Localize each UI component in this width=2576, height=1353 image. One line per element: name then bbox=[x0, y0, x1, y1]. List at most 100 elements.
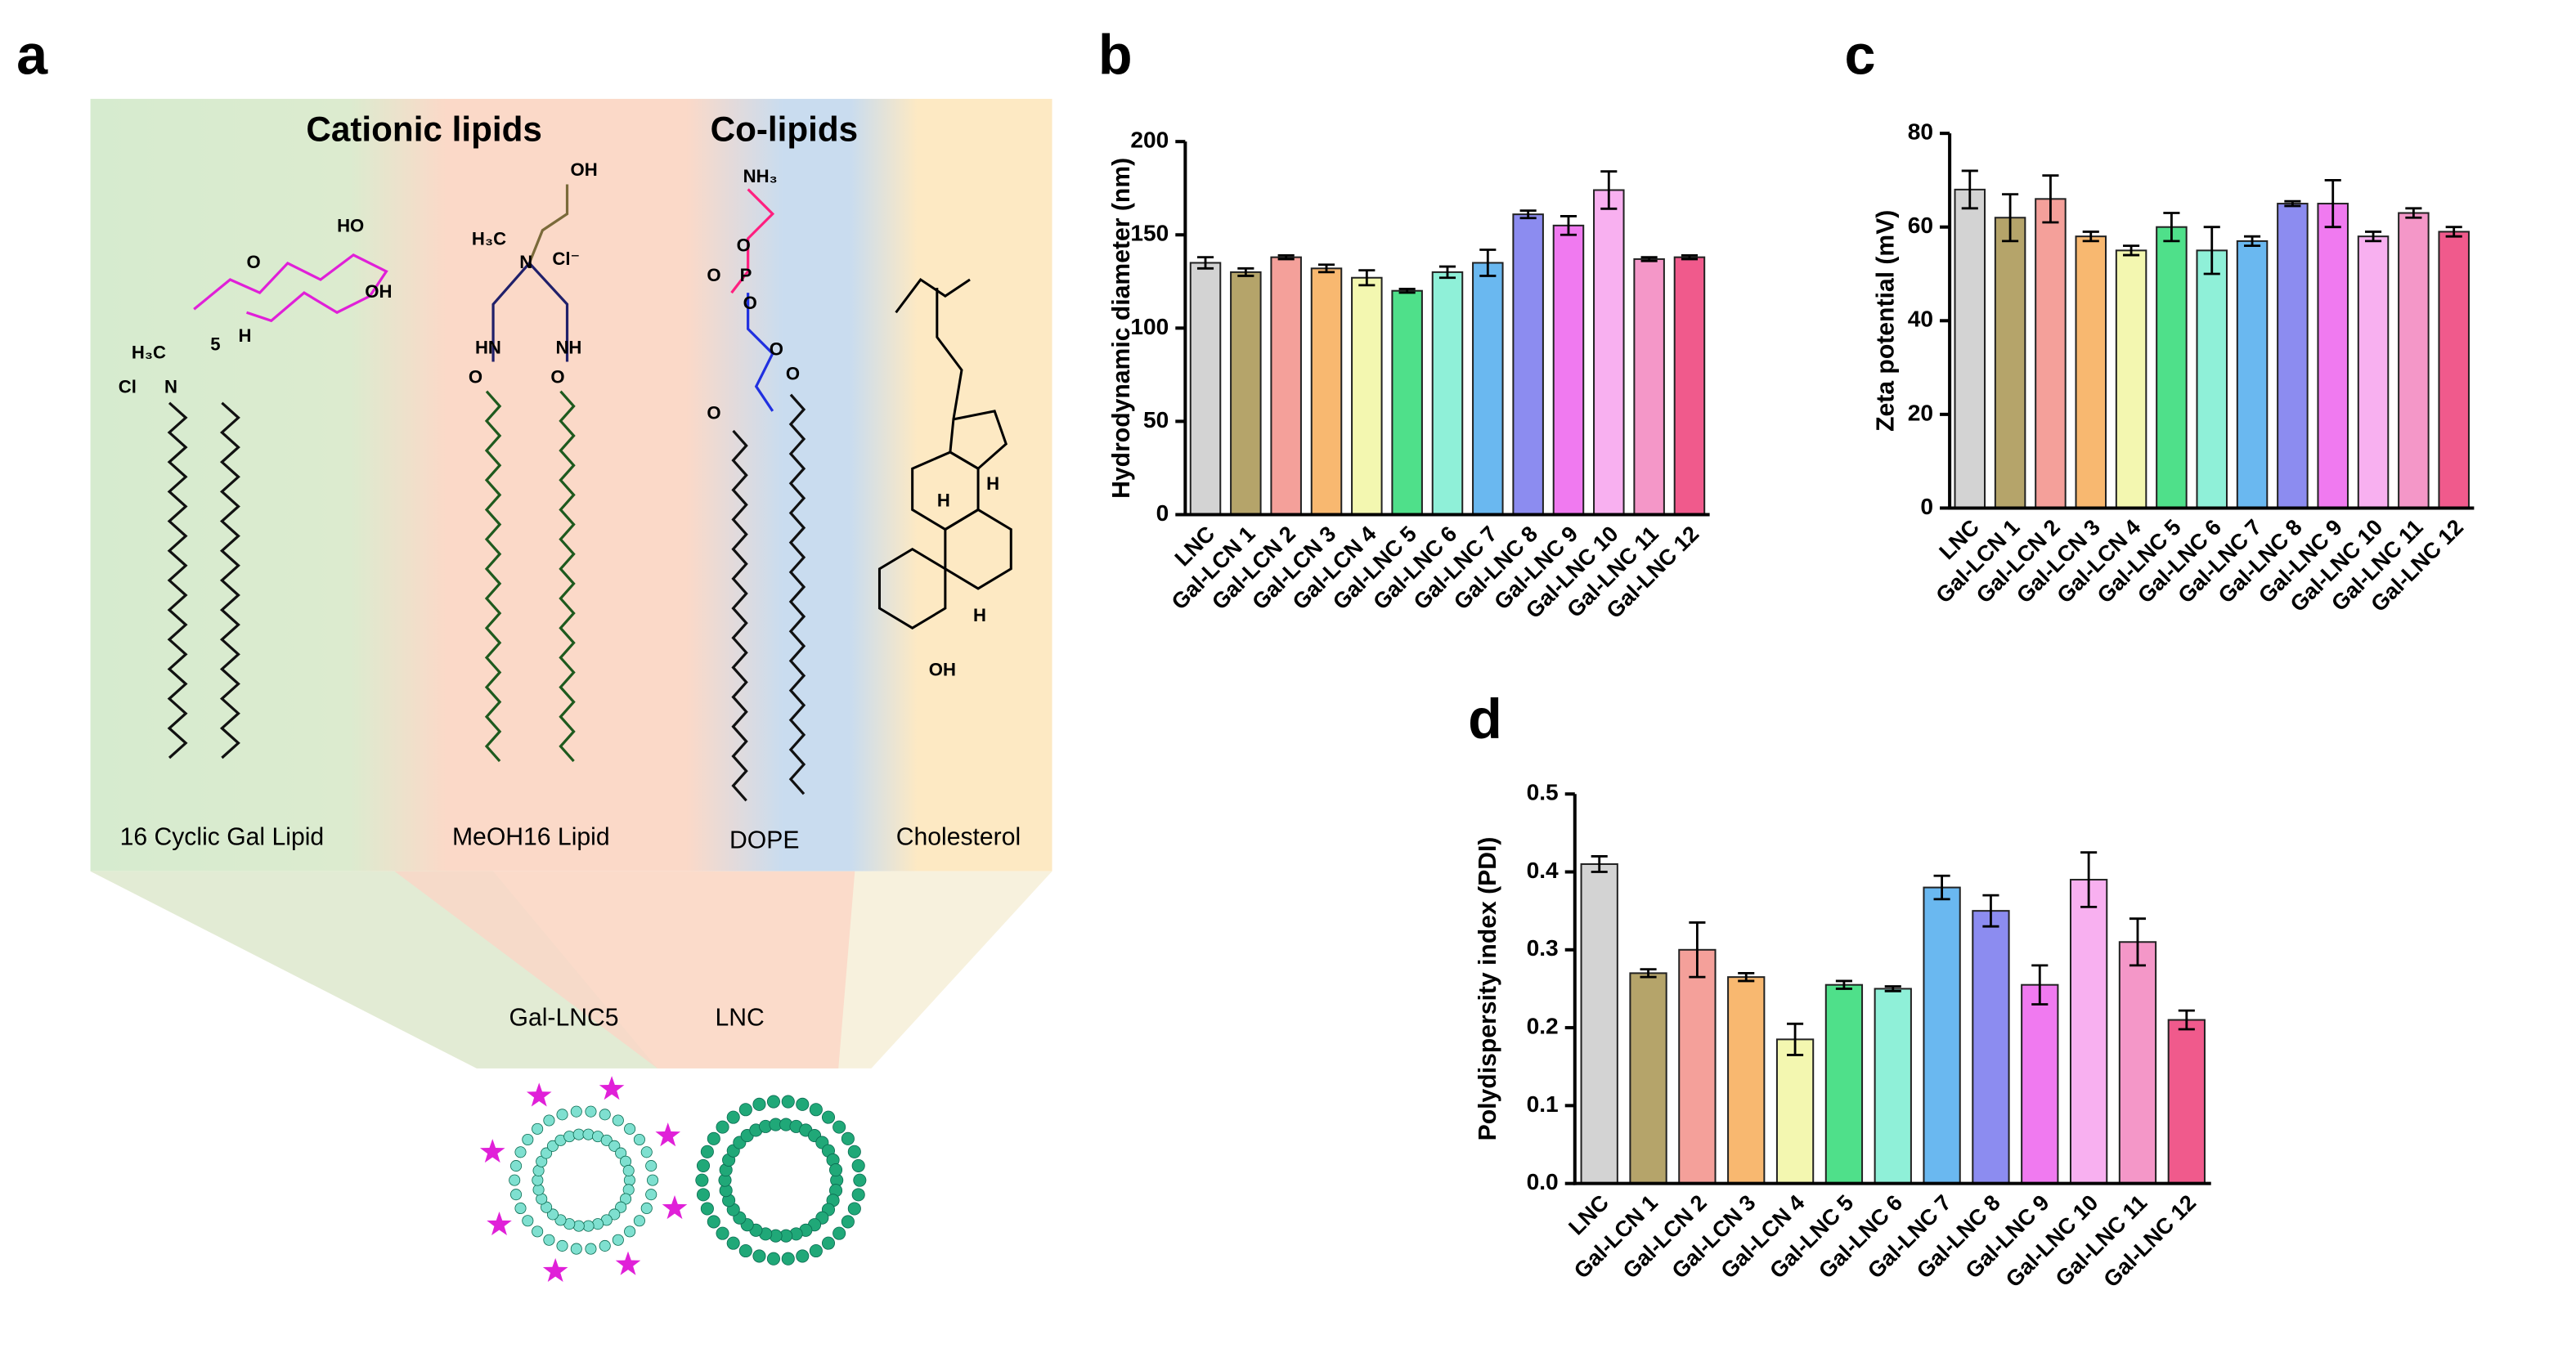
atom: OH bbox=[365, 281, 392, 302]
lipid-bead bbox=[541, 1147, 553, 1159]
lipid-bead bbox=[543, 1234, 555, 1246]
lipid-bead bbox=[716, 1226, 729, 1240]
star bbox=[615, 1251, 641, 1275]
star bbox=[542, 1257, 568, 1283]
error-bar bbox=[1398, 288, 1416, 294]
error-bar bbox=[2002, 193, 2019, 243]
y-tick-label: 80 bbox=[1908, 119, 1933, 145]
lipid-bead bbox=[510, 1189, 523, 1201]
lipid-bead bbox=[853, 1173, 867, 1187]
y-tick-label: 0 bbox=[1920, 494, 1933, 519]
lipid-name: 16 Cyclic Gal Lipid bbox=[120, 823, 325, 850]
atom: NH₃ bbox=[743, 166, 778, 186]
lipid-bead bbox=[599, 1109, 611, 1121]
lipid-bead bbox=[608, 1208, 621, 1221]
lipid-bead bbox=[543, 1114, 555, 1127]
lipid-bead bbox=[514, 1146, 527, 1158]
lipid-name: DOPE bbox=[729, 827, 799, 853]
bar bbox=[2317, 203, 2349, 509]
bar bbox=[1270, 256, 1302, 516]
atom: N bbox=[164, 377, 177, 397]
error-bar bbox=[1982, 894, 1999, 928]
atom: H bbox=[238, 325, 251, 346]
lipid-background bbox=[90, 98, 1052, 871]
y-tick-label: 0.2 bbox=[1527, 1014, 1559, 1039]
y-tick-label: 0.1 bbox=[1527, 1091, 1559, 1117]
bar bbox=[2167, 1019, 2206, 1185]
bar bbox=[2398, 212, 2430, 509]
group-label: Cationic lipids bbox=[306, 110, 541, 148]
atom: Cl bbox=[119, 377, 137, 397]
chain bbox=[167, 401, 188, 759]
lipid-name: MeOH16 Lipid bbox=[452, 823, 610, 850]
bar bbox=[1230, 271, 1262, 516]
star bbox=[487, 1211, 512, 1236]
error-bar bbox=[2405, 207, 2422, 219]
lipid-bead bbox=[633, 1133, 645, 1146]
bar bbox=[1431, 271, 1464, 516]
bar bbox=[2438, 231, 2470, 509]
bar bbox=[2156, 226, 2188, 509]
lipid-bead bbox=[841, 1215, 855, 1229]
lipid-bead bbox=[572, 1128, 585, 1140]
error-bar bbox=[2324, 179, 2341, 229]
lipid-bead bbox=[752, 1249, 766, 1263]
lipid-bead bbox=[716, 1120, 729, 1134]
lipid-bead bbox=[796, 1097, 810, 1111]
y-tick-label: 0.4 bbox=[1527, 858, 1559, 883]
error-bar bbox=[2364, 231, 2382, 243]
lipid-name: Cholesterol bbox=[896, 823, 1021, 850]
error-bar bbox=[2129, 917, 2147, 967]
error-bar bbox=[1640, 256, 1658, 262]
error-bar bbox=[1479, 249, 1497, 277]
star bbox=[479, 1139, 505, 1163]
atom: O bbox=[707, 265, 720, 285]
lipid-bead bbox=[556, 1109, 568, 1121]
lipid-bead bbox=[532, 1174, 544, 1186]
lipid-bead bbox=[514, 1202, 527, 1215]
bar bbox=[1994, 217, 2026, 509]
lipid-bead bbox=[563, 1131, 576, 1143]
lipid-bead bbox=[532, 1184, 545, 1196]
lipid-bead bbox=[707, 1131, 720, 1145]
bar bbox=[1189, 262, 1222, 516]
lipid-bead bbox=[738, 1243, 752, 1258]
y-tick-label: 0 bbox=[1156, 500, 1169, 526]
lipid-bead bbox=[546, 1140, 559, 1152]
y-tick-label: 20 bbox=[1908, 400, 1933, 425]
lipid-bead bbox=[766, 1095, 780, 1109]
panel-label: d bbox=[1468, 688, 1502, 750]
atom: O bbox=[743, 293, 757, 313]
chain bbox=[559, 390, 576, 763]
atom: P bbox=[740, 265, 752, 285]
bar bbox=[2021, 983, 2059, 1185]
bar bbox=[2075, 235, 2107, 509]
particle-name: Gal-LNC5 bbox=[509, 1005, 619, 1032]
chain bbox=[731, 429, 748, 802]
error-bar bbox=[1591, 855, 1608, 873]
lipid-bead bbox=[623, 1174, 635, 1186]
bar bbox=[1351, 276, 1383, 516]
atom: H bbox=[937, 490, 950, 510]
lipid-bead bbox=[585, 1243, 597, 1255]
error-bar bbox=[2284, 199, 2301, 208]
meoh-head bbox=[527, 184, 569, 264]
lipid-bead bbox=[647, 1174, 659, 1186]
lipid-bead bbox=[600, 1134, 613, 1146]
lipid-bead bbox=[624, 1122, 636, 1135]
y-tick-label: 200 bbox=[1130, 128, 1169, 153]
y-tick-label: 50 bbox=[1143, 407, 1169, 432]
star bbox=[662, 1195, 688, 1220]
atom: NH bbox=[555, 337, 581, 357]
lipid-bead bbox=[847, 1202, 861, 1216]
error-bar bbox=[1317, 263, 1335, 274]
lipid-bead bbox=[532, 1122, 544, 1135]
lipid-bead bbox=[726, 1110, 740, 1124]
bar bbox=[1310, 267, 1343, 516]
error-bar bbox=[1358, 269, 1376, 287]
funnel-pink bbox=[394, 871, 855, 1069]
y-tick-label: 0.0 bbox=[1527, 1169, 1559, 1194]
y-axis-title: Zeta potential (mV) bbox=[1873, 210, 1900, 432]
panel-label: a bbox=[16, 25, 48, 87]
